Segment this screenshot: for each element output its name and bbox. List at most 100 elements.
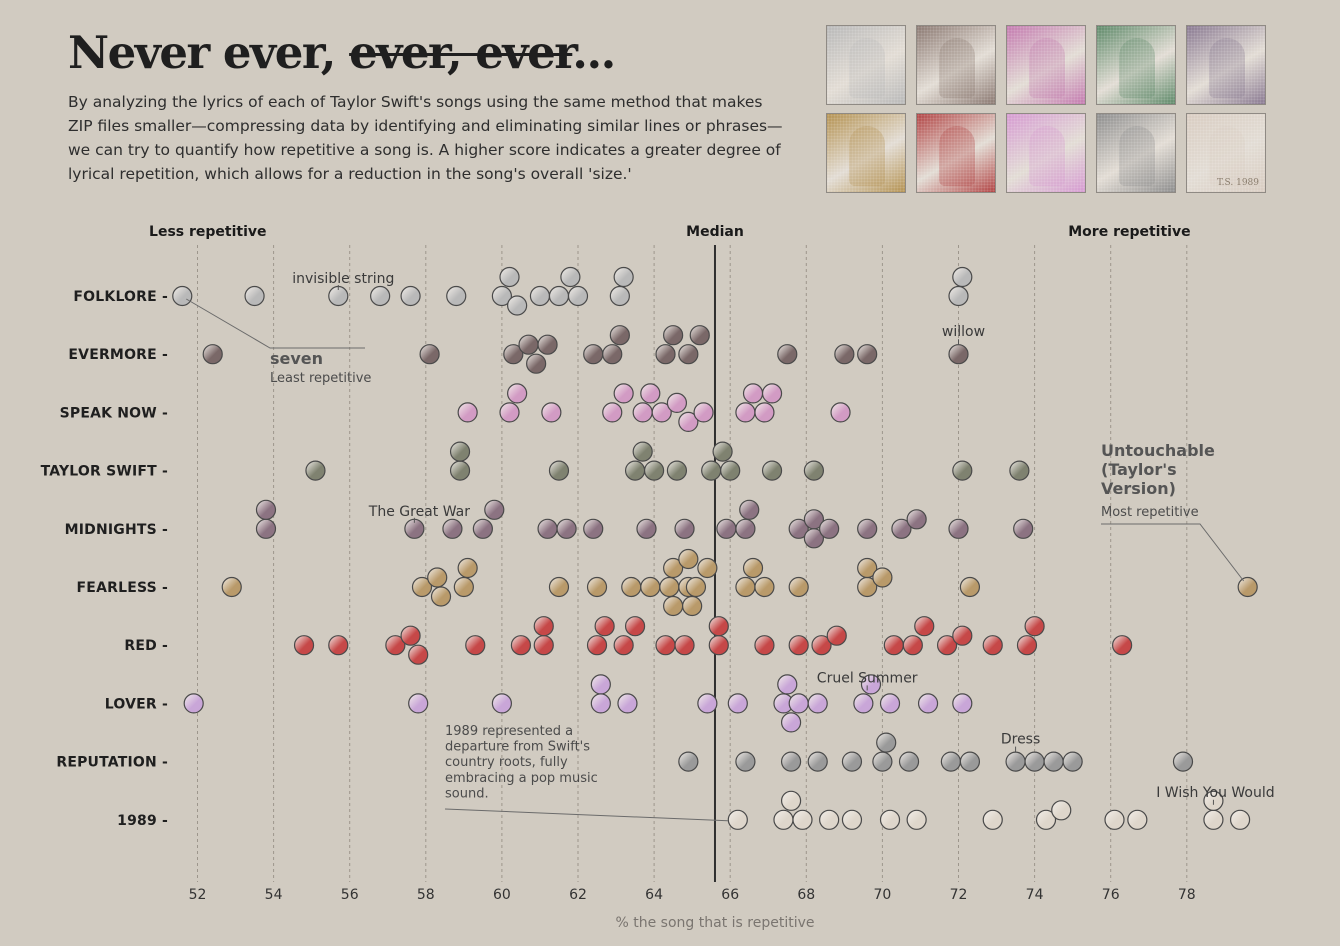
song-dot[interactable]: [773, 809, 794, 830]
song-dot[interactable]: [510, 635, 532, 656]
song-dot[interactable]: [712, 441, 733, 462]
song-dot[interactable]: [1024, 616, 1045, 637]
song-dot[interactable]: [830, 402, 851, 423]
song-dot[interactable]: [860, 674, 882, 695]
song-dot[interactable]: [857, 344, 878, 365]
song-dot[interactable]: [780, 751, 802, 772]
song-dot[interactable]: [624, 460, 646, 481]
song-dot[interactable]: [727, 693, 748, 714]
song-dot[interactable]: [408, 693, 429, 714]
song-dot[interactable]: [853, 693, 874, 714]
song-dot[interactable]: [427, 567, 448, 588]
song-dot[interactable]: [948, 344, 969, 365]
song-dot[interactable]: [685, 576, 707, 598]
song-dot[interactable]: [1043, 751, 1064, 772]
song-dot[interactable]: [293, 635, 315, 656]
song-dot[interactable]: [457, 557, 478, 579]
song-dot[interactable]: [613, 266, 634, 288]
song-dot[interactable]: [834, 344, 855, 365]
song-dot[interactable]: [891, 518, 912, 539]
song-dot[interactable]: [780, 790, 802, 811]
song-dot[interactable]: [529, 285, 551, 307]
song-dot[interactable]: [940, 751, 961, 772]
song-dot[interactable]: [1051, 800, 1072, 821]
song-dot[interactable]: [902, 635, 923, 656]
song-dot[interactable]: [659, 576, 680, 598]
song-dot[interactable]: [586, 635, 608, 656]
song-dot[interactable]: [857, 557, 878, 579]
song-dot[interactable]: [883, 635, 904, 656]
song-dot[interactable]: [484, 499, 505, 520]
song-dot[interactable]: [640, 576, 661, 598]
song-dot[interactable]: [674, 635, 695, 656]
song-dot[interactable]: [898, 751, 920, 772]
song-dot[interactable]: [666, 460, 688, 481]
song-dot[interactable]: [411, 576, 433, 598]
song-dot[interactable]: [472, 518, 493, 539]
song-dot[interactable]: [651, 402, 672, 423]
song-dot[interactable]: [914, 616, 935, 637]
song-dot[interactable]: [567, 285, 589, 307]
song-dot[interactable]: [419, 344, 440, 365]
song-dot[interactable]: [305, 460, 326, 481]
song-dot[interactable]: [548, 576, 570, 598]
song-dot[interactable]: [754, 576, 775, 598]
song-dot[interactable]: [788, 693, 809, 714]
song-dot[interactable]: [541, 402, 562, 423]
song-dot[interactable]: [499, 266, 520, 288]
song-dot[interactable]: [548, 460, 570, 481]
song-dot[interactable]: [632, 441, 653, 462]
song-dot[interactable]: [1024, 751, 1045, 772]
song-dot[interactable]: [643, 460, 665, 481]
song-dot[interactable]: [244, 285, 265, 307]
song-dot[interactable]: [666, 392, 688, 413]
song-dot[interactable]: [1127, 809, 1148, 830]
song-dot[interactable]: [879, 693, 901, 714]
song-dot[interactable]: [1172, 751, 1194, 772]
song-dot[interactable]: [507, 383, 528, 404]
song-dot[interactable]: [697, 693, 718, 714]
song-dot[interactable]: [872, 567, 893, 588]
song-dot[interactable]: [594, 616, 615, 637]
song-dot[interactable]: [655, 344, 676, 365]
song-dot[interactable]: [624, 616, 646, 637]
song-dot[interactable]: [959, 751, 981, 772]
song-dot[interactable]: [803, 528, 825, 549]
song-dot[interactable]: [952, 625, 973, 646]
song-dot[interactable]: [328, 635, 349, 656]
song-dot[interactable]: [959, 576, 981, 598]
song-dot[interactable]: [1112, 635, 1133, 656]
song-dot[interactable]: [841, 751, 863, 772]
song-dot[interactable]: [735, 402, 756, 423]
song-dot[interactable]: [632, 402, 653, 423]
song-dot[interactable]: [499, 402, 520, 423]
song-dot[interactable]: [507, 295, 528, 316]
song-dot[interactable]: [491, 693, 512, 714]
song-dot[interactable]: [678, 344, 699, 365]
song-dot[interactable]: [819, 809, 840, 830]
song-dot[interactable]: [590, 693, 611, 714]
song-dot[interactable]: [370, 285, 391, 307]
song-dot[interactable]: [742, 557, 764, 579]
song-dot[interactable]: [879, 809, 901, 830]
song-dot[interactable]: [400, 285, 421, 307]
song-dot[interactable]: [255, 499, 277, 520]
song-dot[interactable]: [697, 557, 718, 579]
song-dot[interactable]: [1035, 809, 1057, 830]
song-dot[interactable]: [1013, 518, 1034, 539]
song-dot[interactable]: [613, 635, 634, 656]
song-dot[interactable]: [503, 344, 524, 365]
song-dot[interactable]: [761, 460, 783, 481]
song-dot[interactable]: [442, 518, 463, 539]
song-dot[interactable]: [533, 616, 554, 637]
song-dot[interactable]: [590, 674, 611, 695]
song-dot[interactable]: [777, 344, 798, 365]
song-dot[interactable]: [491, 285, 512, 307]
song-dot[interactable]: [876, 732, 897, 753]
song-dot[interactable]: [172, 285, 193, 307]
song-dot[interactable]: [788, 635, 809, 656]
song-dot[interactable]: [221, 576, 242, 598]
song-dot[interactable]: [952, 693, 973, 714]
song-dot[interactable]: [602, 344, 623, 365]
song-dot[interactable]: [674, 518, 695, 539]
